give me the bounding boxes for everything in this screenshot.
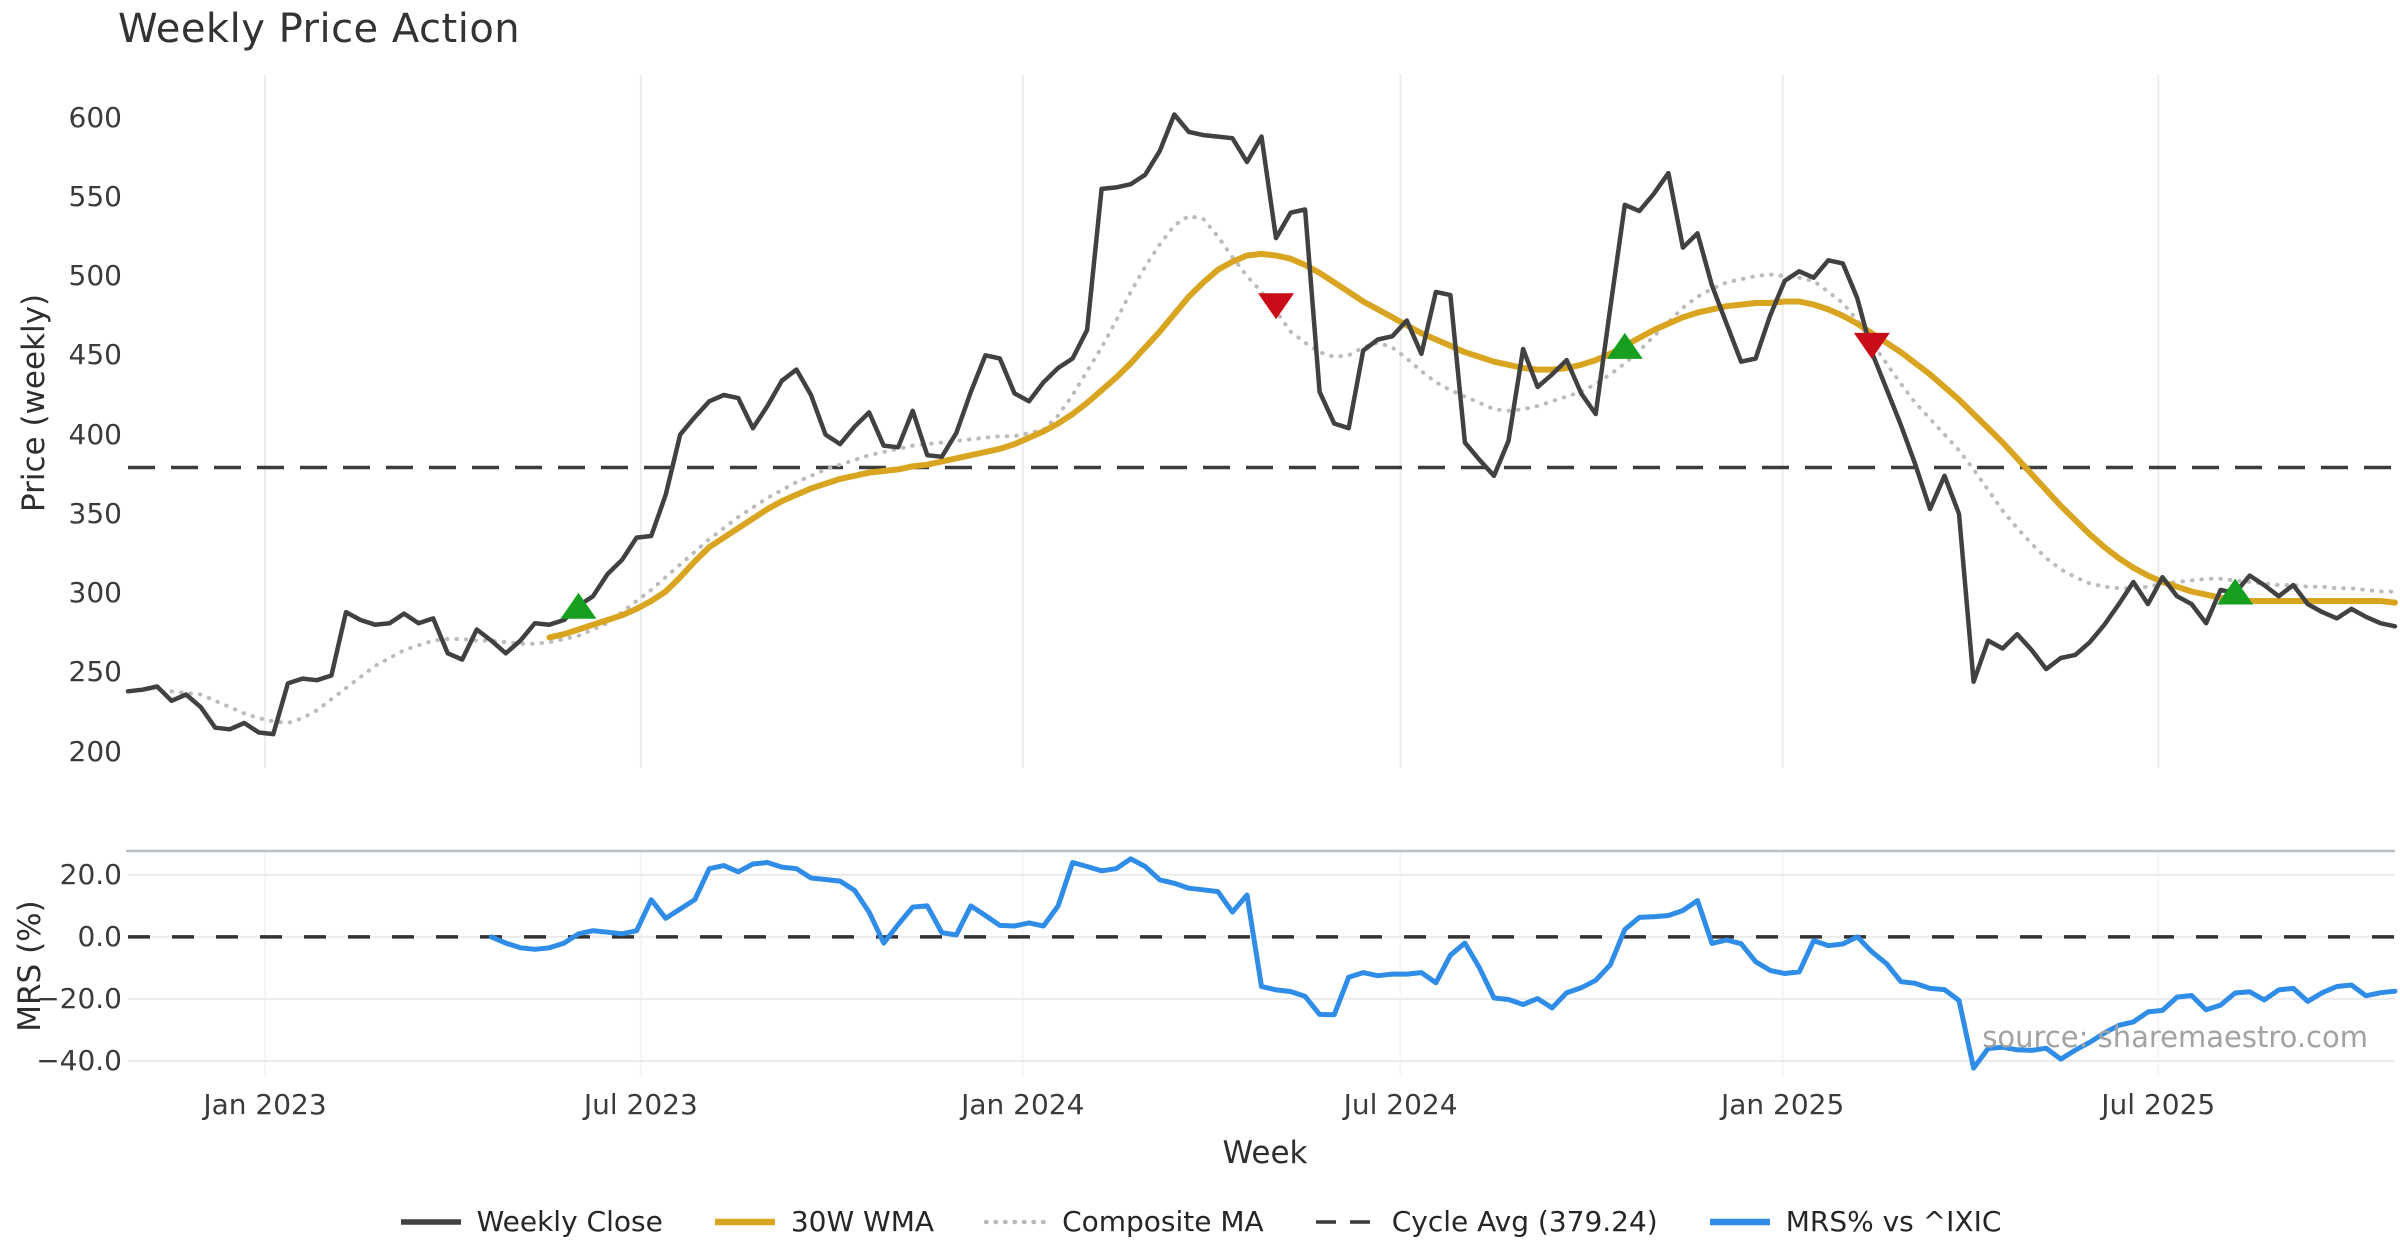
- mrs-ytick-label: 20.0: [59, 857, 122, 891]
- buy-signal-marker: [2217, 578, 2254, 605]
- x-tick-label: Jan 2024: [961, 1088, 1085, 1121]
- series-mrs-vs-ixic: [488, 856, 2398, 1071]
- price-ytick-label: 450: [68, 338, 122, 372]
- price-ytick-label: 600: [68, 100, 122, 134]
- chart-legend: Weekly Close 30W WMA Composite MA Cycle Avg…: [0, 1205, 2400, 1238]
- chart-title: Weekly Price Action: [118, 6, 521, 52]
- price-ytick-label: 300: [68, 575, 122, 609]
- x-tick-label: Jul 2024: [1343, 1088, 1458, 1121]
- price-ytick-label: 550: [68, 179, 122, 213]
- series-30w-wma: [546, 250, 2398, 641]
- legend-swatch-dashed: [1315, 1219, 1376, 1224]
- legend-item: 30W WMA: [713, 1205, 934, 1238]
- buy-signal-marker: [1606, 332, 1643, 359]
- price-ytick-label: 250: [68, 655, 122, 689]
- legend-swatch-solid: [714, 1218, 775, 1225]
- series-composite-ma: [169, 213, 2397, 725]
- mrs-axis-label: MRS (%): [12, 900, 48, 1032]
- legend-swatch-dotted: [984, 1219, 1049, 1224]
- legend-label: Cycle Avg (379.24): [1391, 1205, 1658, 1238]
- buy-signal-marker: [560, 592, 597, 619]
- legend-item: Composite MA: [984, 1205, 1264, 1238]
- price-ytick-label: 350: [68, 496, 122, 530]
- sell-signal-marker: [1258, 293, 1295, 320]
- x-tick-label: Jul 2025: [2101, 1088, 2216, 1121]
- price-ytick-label: 200: [68, 734, 122, 768]
- legend-item: Cycle Avg (379.24): [1314, 1205, 1658, 1238]
- series-weekly-close: [125, 112, 2398, 737]
- x-tick-label: Jan 2023: [203, 1088, 327, 1121]
- legend-item: MRS% vs ^IXIC: [1708, 1205, 2002, 1238]
- legend-swatch-solid: [1709, 1218, 1770, 1225]
- legend-label: Composite MA: [1062, 1205, 1264, 1238]
- legend-item: Weekly Close: [399, 1205, 663, 1238]
- legend-label: MRS% vs ^IXIC: [1785, 1205, 2002, 1238]
- legend-label: 30W WMA: [790, 1205, 935, 1238]
- price-ytick-label: 500: [68, 258, 122, 292]
- mrs-ytick-label: −20.0: [36, 981, 122, 1015]
- legend-swatch-solid: [400, 1218, 461, 1225]
- mrs-ytick-label: 0.0: [77, 919, 122, 953]
- mrs-ytick-label: −40.0: [36, 1043, 122, 1077]
- x-tick-label: Jan 2025: [1720, 1088, 1845, 1121]
- x-axis-label: Week: [1222, 1135, 1308, 1171]
- price-ytick-label: 400: [68, 417, 122, 451]
- source-watermark: source: sharemaestro.com: [1982, 1020, 2368, 1054]
- sell-signal-marker: [1853, 332, 1890, 359]
- legend-label: Weekly Close: [476, 1205, 663, 1238]
- x-tick-label: Jul 2023: [583, 1088, 698, 1121]
